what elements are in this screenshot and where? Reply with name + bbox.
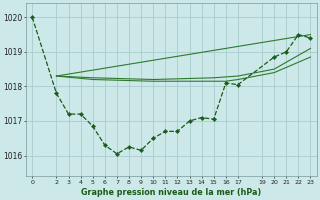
X-axis label: Graphe pression niveau de la mer (hPa): Graphe pression niveau de la mer (hPa)	[81, 188, 261, 197]
